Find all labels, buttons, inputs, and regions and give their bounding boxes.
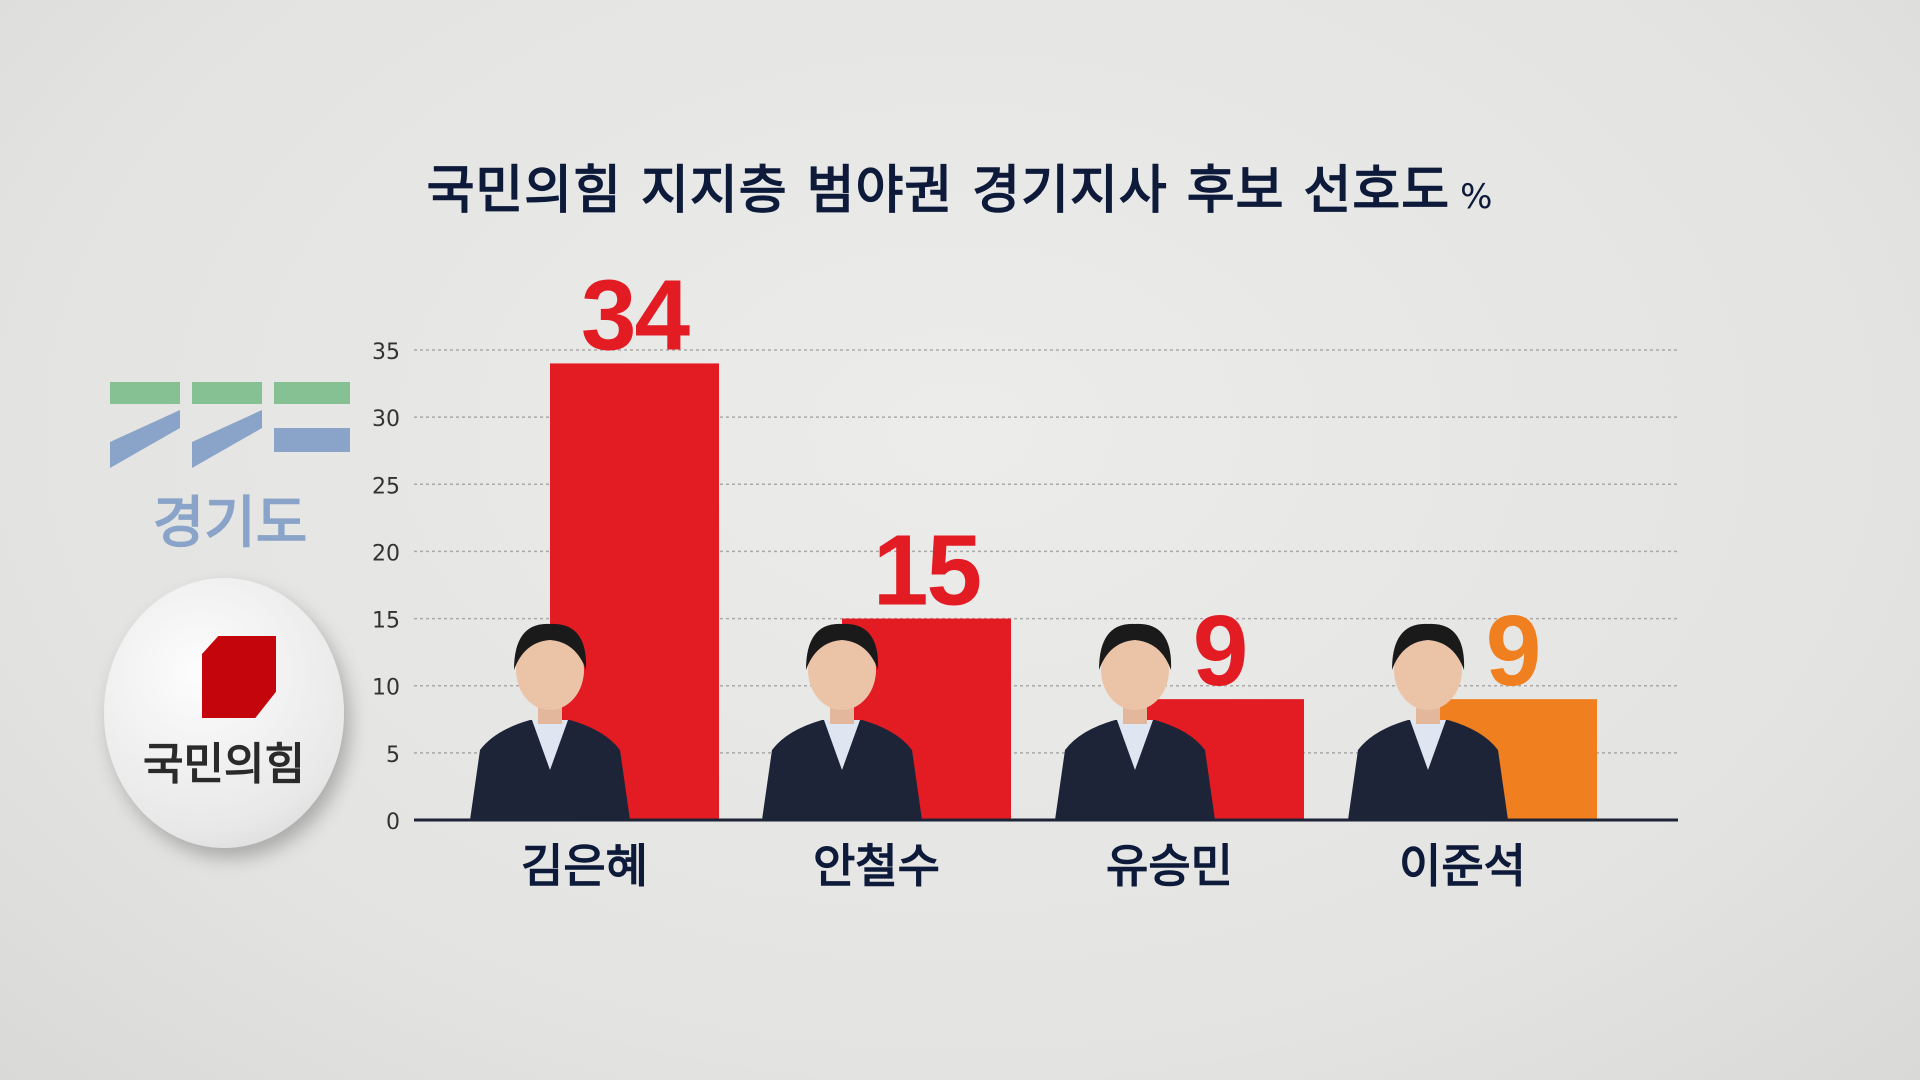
chart-title: 국민의힘 지지층 범야권 경기지사 후보 선호도% <box>426 161 1494 221</box>
party-logo: 국민의힘 <box>104 578 344 848</box>
gyeonggi-logo <box>110 382 350 468</box>
y-tick-label: 30 <box>372 407 400 432</box>
candidate-photo <box>762 623 922 820</box>
party-mark-icon <box>202 636 276 718</box>
data-label: 9 <box>1193 595 1247 707</box>
y-tick-label: 15 <box>372 609 400 634</box>
data-label: 9 <box>1486 595 1540 707</box>
unit-label: % <box>1460 177 1494 217</box>
y-tick-label: 25 <box>372 474 400 499</box>
y-tick-label: 10 <box>372 676 400 701</box>
party-logo-text: 국민의힘 <box>143 739 305 790</box>
gyeonggi-logo-text: 경기도 <box>152 491 308 556</box>
y-tick-label: 35 <box>372 340 400 365</box>
category-label: 안철수 <box>813 839 940 893</box>
candidate-photo <box>470 623 630 820</box>
category-label: 유승민 <box>1106 839 1233 893</box>
y-tick-label: 20 <box>372 541 400 566</box>
candidate-photo <box>1348 623 1508 820</box>
y-tick-label: 0 <box>386 810 400 835</box>
category-label: 김은혜 <box>521 839 648 893</box>
category-label: 이준석 <box>1399 839 1526 893</box>
data-label: 34 <box>581 259 691 371</box>
y-tick-label: 5 <box>386 743 400 768</box>
candidate-photo <box>1055 623 1215 820</box>
data-label: 15 <box>873 515 980 627</box>
